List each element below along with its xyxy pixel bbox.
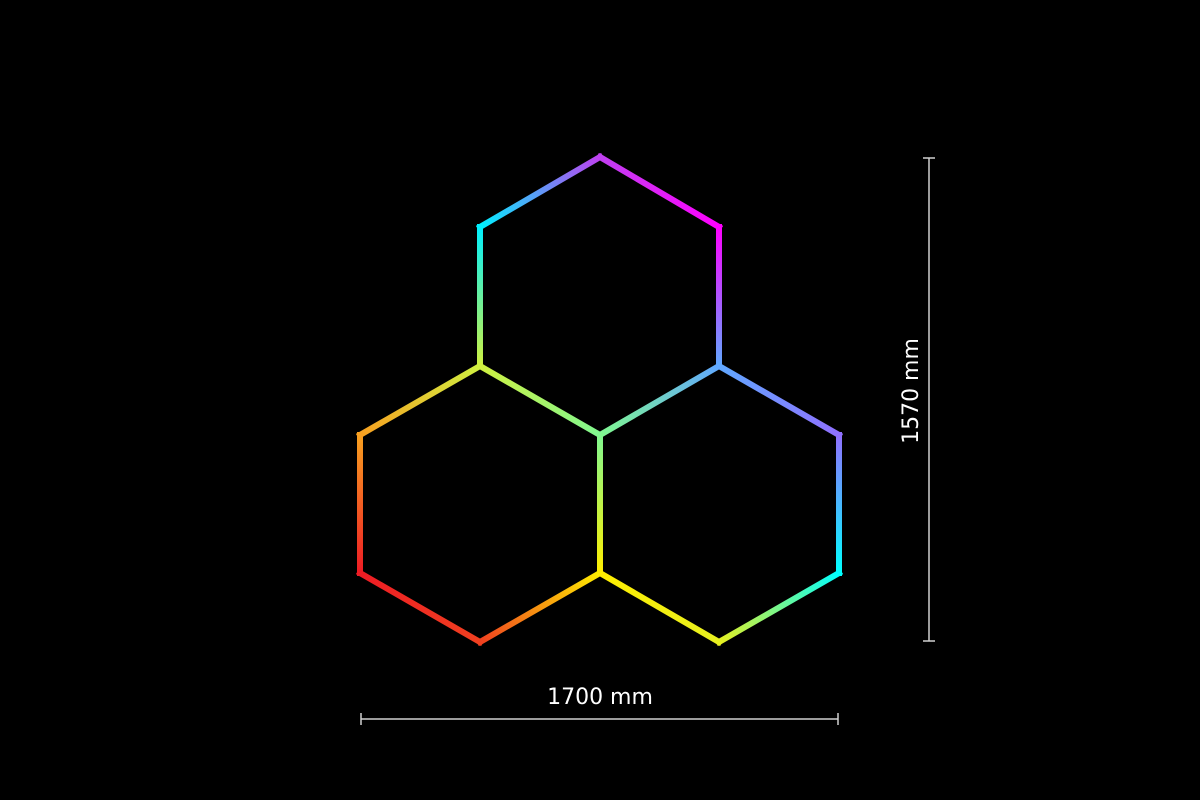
height-dimension [923,157,935,642]
hexagon-edge-top-to-top-right [595,152,724,232]
hexagon-frame [355,152,844,647]
hexagon-edge-bottom-left-to-center-bottom [475,568,605,647]
hexagon-edge-top-to-top-left [475,152,605,232]
height-dimension-label: 1570 mm [899,338,924,444]
width-dimension-label: 1700 mm [547,685,653,710]
hexagon-edge-upper-left-inner-to-left-top [355,361,485,440]
hexagon-edge-bottom-right-to-right-bottom [714,568,844,647]
hexagon-edge-left-bottom-to-bottom-left [355,568,485,647]
hexagon-edge-right-top-to-upper-right-inner [714,361,844,440]
width-dimension [360,713,839,725]
hexagon-edge-center-bottom-to-bottom-right [595,568,724,647]
hexagon-edge-upper-left-inner-to-center [475,361,605,440]
hexagon-edge-upper-right-inner-to-center [595,361,724,440]
